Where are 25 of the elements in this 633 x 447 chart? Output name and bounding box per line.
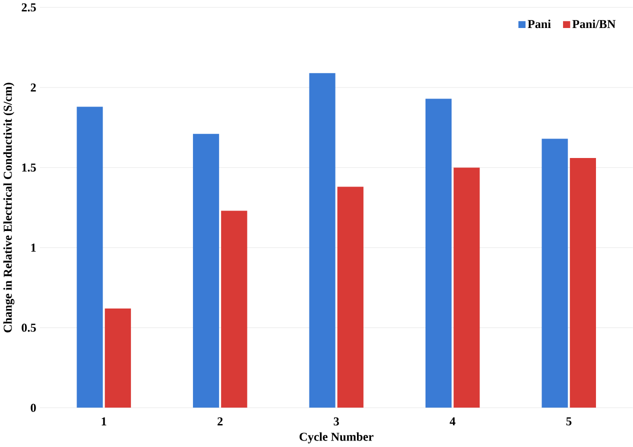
y-tick-label: 1 — [31, 244, 36, 252]
y-tick-label: 2.5 — [22, 3, 36, 12]
bar — [570, 158, 596, 408]
x-tick-label: 3 — [334, 418, 339, 426]
bar — [76, 106, 103, 408]
bar — [221, 210, 248, 408]
bar — [425, 98, 452, 408]
bar — [454, 168, 480, 408]
legend-label: Pani/BN — [572, 20, 616, 28]
bar — [104, 308, 131, 408]
y-tick-label: 2 — [30, 84, 36, 92]
x-tick-label: 2 — [218, 418, 223, 426]
bar — [309, 73, 336, 408]
bar — [542, 138, 568, 408]
y-tick-label: 1.5 — [22, 164, 36, 172]
bar — [337, 186, 364, 408]
y-axis-title: Change in Relative Electrical Conductivit (S/cm) — [3, 82, 14, 333]
x-axis-title: Cycle Number — [300, 432, 374, 444]
y-tick-label: 0 — [30, 404, 36, 412]
x-tick-label: 1 — [102, 418, 106, 426]
y-tick-label: 0.5 — [22, 324, 36, 332]
x-tick-label: 4 — [450, 418, 456, 426]
legend-label: Pani — [528, 20, 551, 28]
bar — [192, 134, 220, 408]
x-tick-label: 5 — [566, 418, 572, 426]
